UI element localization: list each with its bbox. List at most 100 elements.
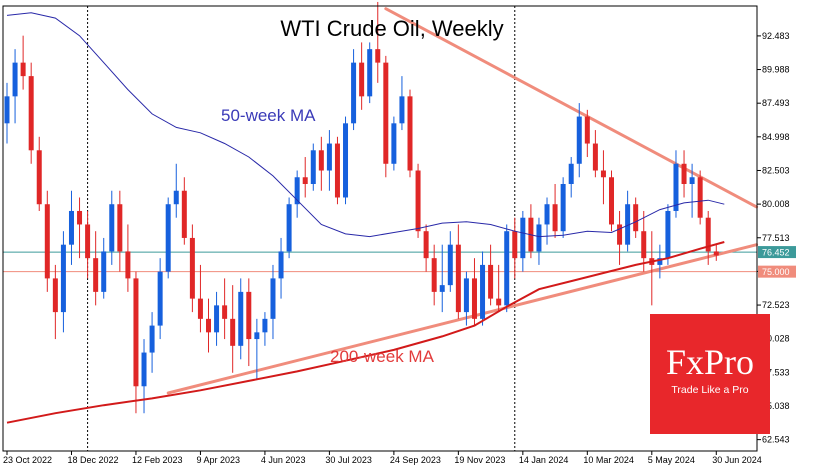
candle-body <box>463 278 469 313</box>
candle-body <box>52 278 58 313</box>
y-tick-label: 77.513 <box>762 233 790 243</box>
candle-body <box>157 271 163 326</box>
candle-body <box>310 150 316 184</box>
candle-body <box>584 116 590 144</box>
candle-body <box>286 204 292 252</box>
candle-body <box>343 123 349 198</box>
candle-body <box>617 224 623 245</box>
candle-body <box>28 76 34 151</box>
candle-body <box>60 244 66 313</box>
x-tick-label: 18 Dec 2022 <box>67 455 118 465</box>
fxpro-logo: FxPro Trade Like a Pro <box>650 314 770 434</box>
x-tick-label: 23 Oct 2022 <box>3 455 52 465</box>
candle-body <box>576 116 582 164</box>
candle-body <box>12 62 18 97</box>
y-tick-label: 65.038 <box>762 401 790 411</box>
candle-body <box>633 204 639 232</box>
candle-body <box>423 231 429 259</box>
candle-body <box>705 217 711 252</box>
candle-body <box>673 163 679 211</box>
candle-body <box>657 258 663 265</box>
candle-body <box>560 184 566 232</box>
candle-body <box>302 177 308 184</box>
candle-body <box>447 244 453 286</box>
ma50-line <box>6 12 725 238</box>
trendline-support <box>166 243 759 395</box>
candle-body <box>222 305 228 319</box>
candle-body <box>278 251 284 279</box>
candle-body <box>520 217 526 259</box>
x-tick-label: 10 Mar 2024 <box>583 455 634 465</box>
candle-body <box>173 190 179 205</box>
candle-body <box>294 177 300 205</box>
candle-body <box>77 210 83 225</box>
y-tick-label: 67.533 <box>762 367 790 377</box>
price-tag <box>758 246 796 259</box>
candle-body <box>230 318 236 346</box>
candle-body <box>101 251 107 292</box>
candle-body <box>383 62 389 164</box>
candle-body <box>318 150 324 171</box>
candle-body <box>609 177 614 225</box>
candle-body <box>600 170 606 178</box>
candle-body <box>544 204 550 225</box>
ma50-label: 50-week MA <box>221 106 316 125</box>
chart-title: WTI Crude Oil, Weekly <box>280 16 503 41</box>
x-tick-label: 30 Jun 2024 <box>712 455 762 465</box>
candle-body <box>189 237 195 299</box>
logo-brand-text: FxPro <box>665 342 755 382</box>
x-tick-label: 4 Jun 2023 <box>261 455 306 465</box>
trendline-resistance <box>384 7 759 209</box>
x-tick-label: 14 Jan 2024 <box>519 455 569 465</box>
candle-body <box>68 210 74 245</box>
candle-body <box>536 224 542 252</box>
logo-tagline: Trade Like a Pro <box>671 384 749 396</box>
candle-body <box>93 258 99 292</box>
candle-body <box>689 177 695 184</box>
candle-body <box>480 264 486 319</box>
candle-body <box>512 231 518 259</box>
candle-body <box>496 298 502 306</box>
candle-body <box>206 318 211 333</box>
ma200-label: 200-week MA <box>330 347 435 366</box>
y-tick-label: 89.988 <box>762 65 790 75</box>
y-tick-label: 87.493 <box>762 98 790 108</box>
x-tick-label: 9 Apr 2023 <box>196 455 240 465</box>
candle-body <box>359 62 365 97</box>
candle-body <box>334 143 340 198</box>
candle-body <box>504 231 510 306</box>
plot-frame <box>2 5 758 452</box>
candle-body <box>391 123 397 164</box>
candle-body <box>568 163 574 184</box>
candle-body <box>431 258 437 292</box>
ma200-line <box>6 241 725 424</box>
candle-body <box>592 143 598 171</box>
x-tick-label: 5 May 2024 <box>648 455 695 465</box>
y-tick-label: 82.503 <box>762 165 790 175</box>
price-tag-label: 76.452 <box>762 248 790 258</box>
candle-body <box>399 96 405 124</box>
candle-body <box>20 62 26 77</box>
y-tick-label: 84.998 <box>762 132 790 142</box>
candle-body <box>351 62 357 124</box>
y-tick-label: 72.523 <box>762 300 790 310</box>
x-tick-label: 19 Nov 2023 <box>454 455 505 465</box>
price-tag <box>758 265 796 278</box>
x-tick-label: 30 Jul 2023 <box>325 455 372 465</box>
x-tick-label: 24 Sep 2023 <box>390 455 441 465</box>
candle-body <box>681 163 687 184</box>
candle-body <box>214 305 220 333</box>
candle-body <box>552 204 558 232</box>
candle-body <box>246 291 252 340</box>
candle-body <box>181 190 187 238</box>
y-tick-label: 70.028 <box>762 334 790 344</box>
candle-body <box>471 278 477 319</box>
candle-body <box>270 278 276 319</box>
y-tick-label: 92.483 <box>762 31 790 41</box>
candle-body <box>149 325 155 353</box>
candle-body <box>262 318 268 333</box>
candle-body <box>197 298 203 319</box>
candle-body <box>697 177 703 218</box>
